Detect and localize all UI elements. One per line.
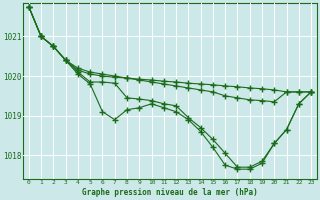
X-axis label: Graphe pression niveau de la mer (hPa): Graphe pression niveau de la mer (hPa)	[82, 188, 258, 197]
